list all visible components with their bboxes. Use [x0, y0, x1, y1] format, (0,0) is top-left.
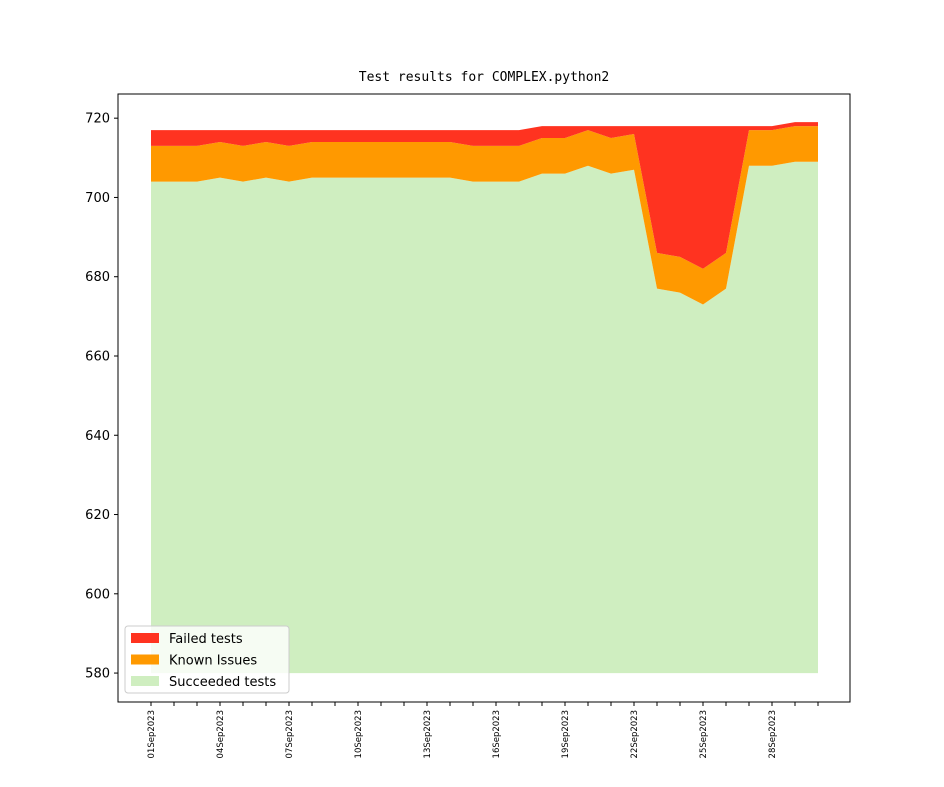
- x-tick-label: 25Sep2023: [699, 710, 709, 758]
- legend-swatch: [131, 676, 159, 686]
- y-tick-label: 620: [85, 508, 110, 523]
- legend-label: Succeeded tests: [169, 675, 276, 690]
- y-tick-label: 680: [85, 270, 110, 285]
- area: [151, 161, 818, 674]
- x-tick-label: 13Sep2023: [423, 710, 433, 758]
- x-tick-label: 10Sep2023: [354, 710, 364, 758]
- x-tick-label: 01Sep2023: [147, 710, 157, 758]
- y-tick-label: 600: [85, 587, 110, 602]
- legend-frame: [124, 625, 290, 694]
- area: [151, 122, 818, 269]
- plot-frame: [117, 93, 851, 703]
- y-tick-label: 580: [85, 667, 110, 682]
- legend-label: Failed tests: [169, 632, 243, 647]
- legend-swatch: [131, 654, 159, 665]
- legend-label: Known Issues: [169, 654, 257, 669]
- x-tick-label: 07Sep2023: [285, 710, 295, 758]
- area: [151, 126, 818, 305]
- y-tick-label: 700: [85, 191, 110, 206]
- x-tick-label: 19Sep2023: [561, 710, 571, 758]
- x-tick-label: 16Sep2023: [492, 710, 502, 758]
- x-tick-label: 28Sep2023: [768, 710, 778, 758]
- y-tick-label: 660: [85, 349, 110, 364]
- legend: Failed tests Known Issues Succeeded tests: [124, 625, 290, 694]
- x-tick-label: 04Sep2023: [216, 710, 226, 758]
- chart-title: Test results for COMPLEX.python2: [359, 70, 609, 85]
- y-tick-label: 720: [85, 112, 110, 127]
- legend-swatch: [131, 633, 159, 643]
- y-tick-label: 640: [85, 429, 110, 444]
- x-tick-label: 22Sep2023: [630, 710, 640, 758]
